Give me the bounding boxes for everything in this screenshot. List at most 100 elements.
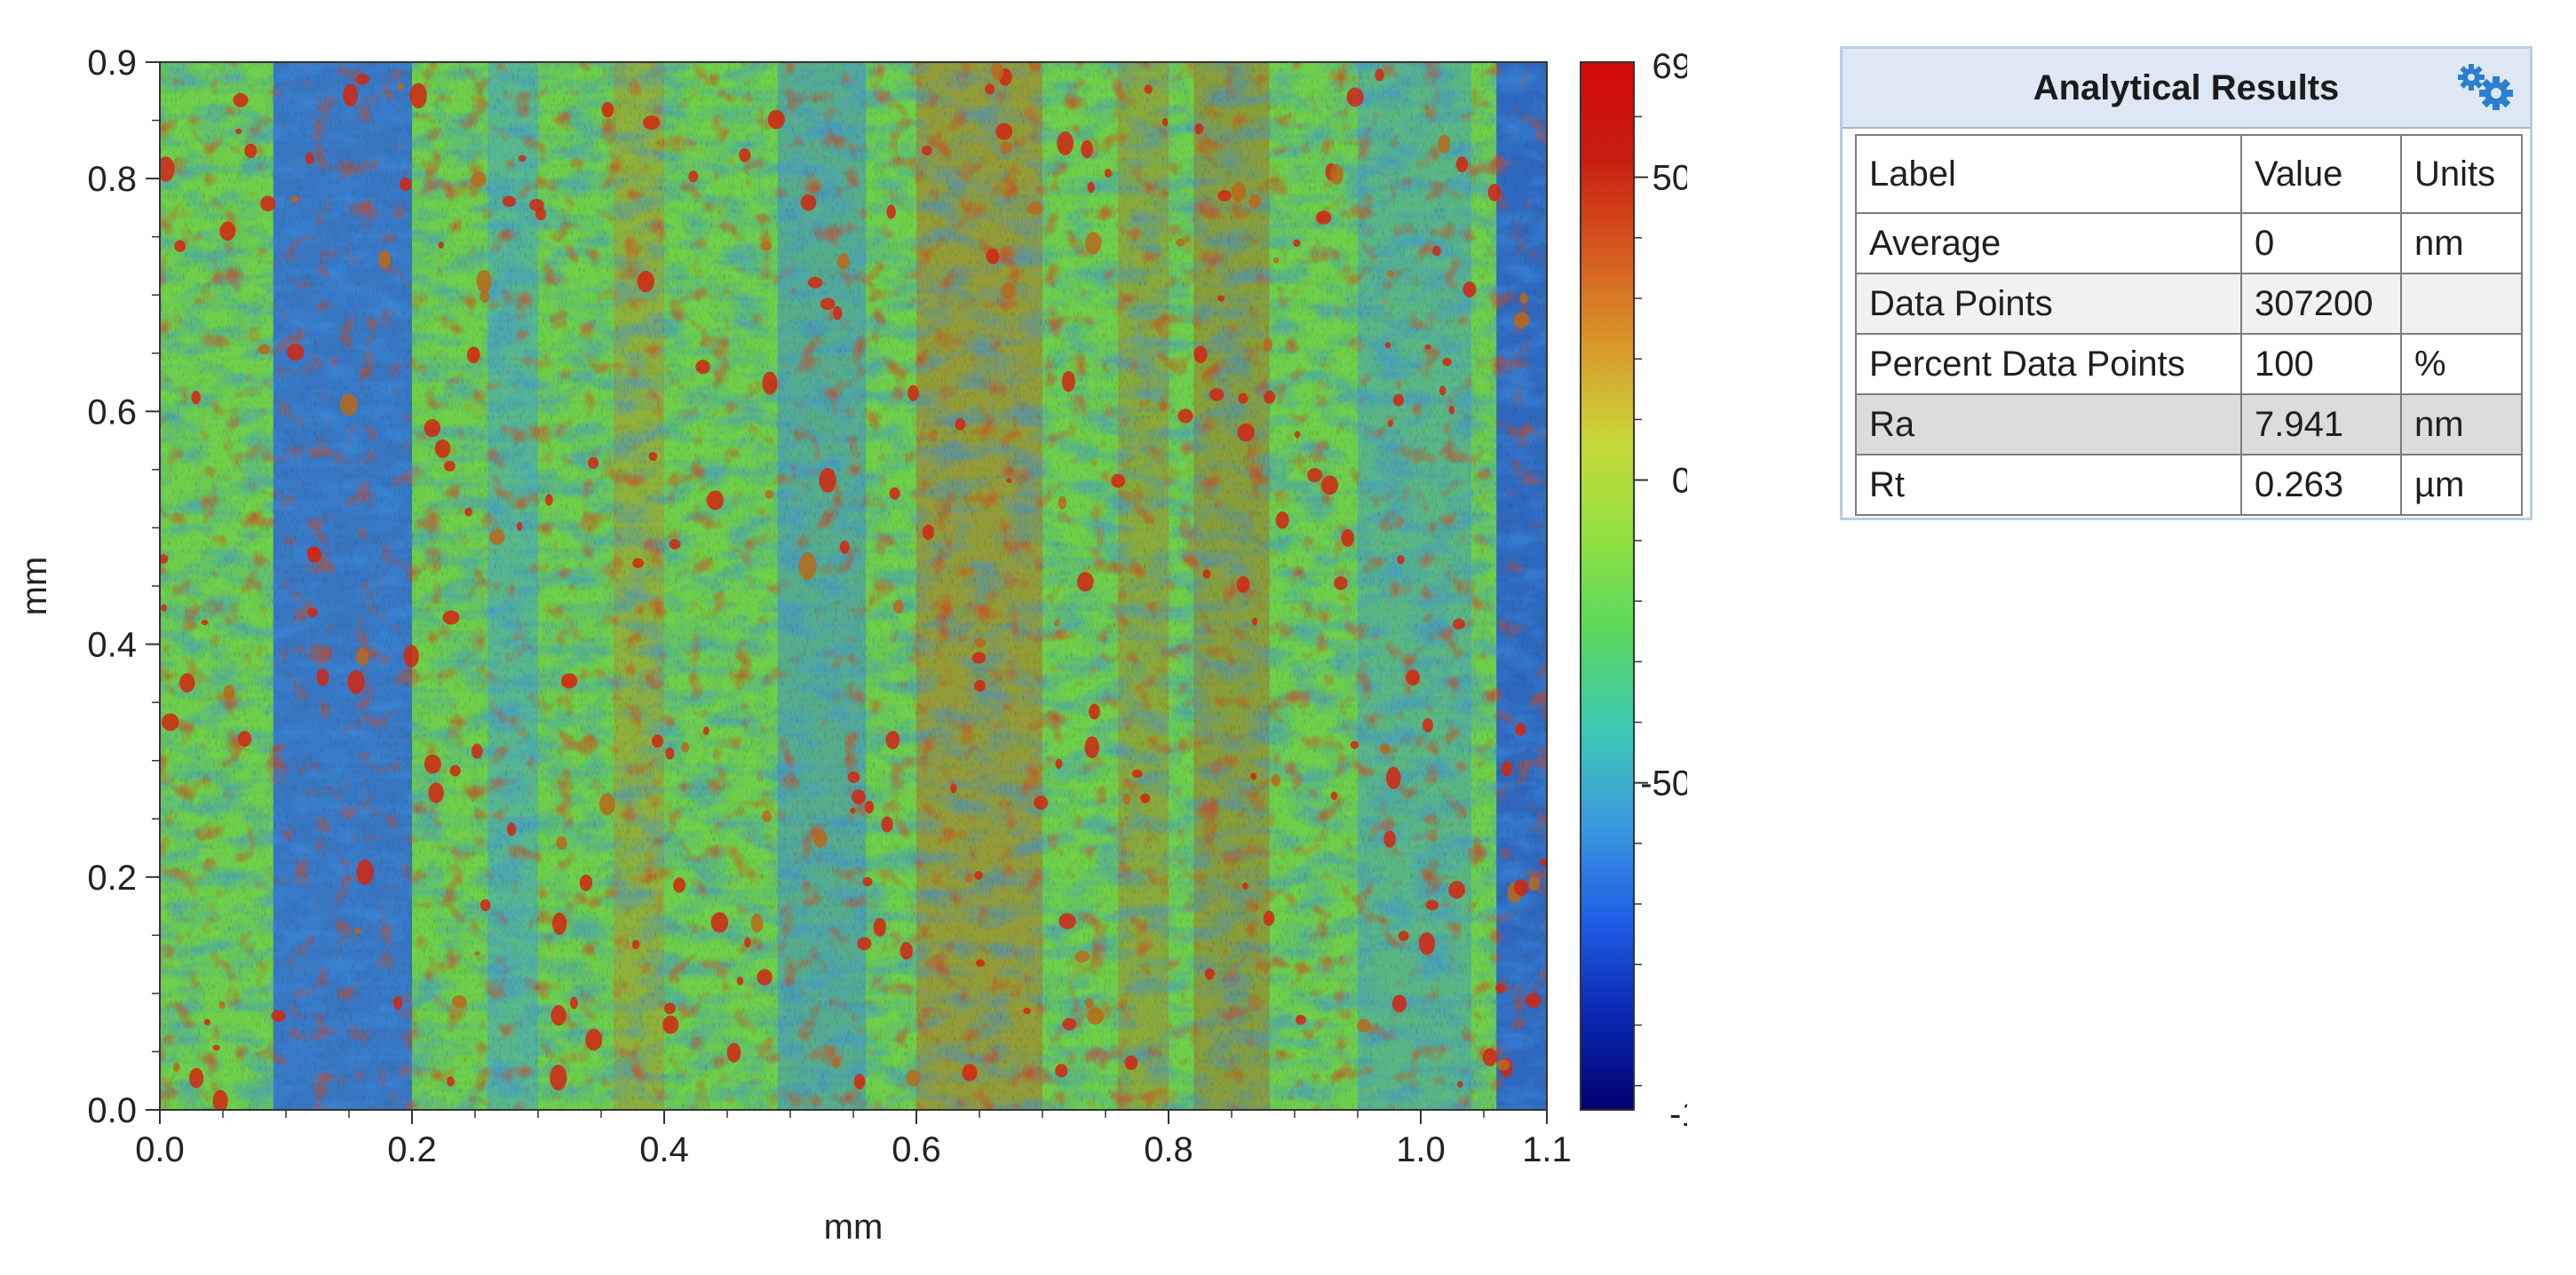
- colorbar-gradient: [1580, 61, 1635, 1111]
- column-header-value[interactable]: Value: [2240, 134, 2402, 214]
- peak-spot: [260, 195, 276, 212]
- peak-spot: [885, 731, 900, 749]
- peak-spot: [1087, 1008, 1105, 1026]
- peak-spot: [1384, 341, 1391, 349]
- peak-spot: [1329, 163, 1343, 186]
- column-header-units[interactable]: Units: [2400, 134, 2523, 214]
- row-value: 7.941: [2240, 393, 2402, 455]
- peak-spot: [203, 1018, 211, 1026]
- peak-spot: [1085, 232, 1102, 255]
- row-label: Average: [1855, 212, 2242, 274]
- peak-spot: [1330, 791, 1338, 801]
- peak-spot: [985, 83, 995, 95]
- peak-spot: [518, 154, 527, 162]
- x-tick-label: 1.0: [1396, 1130, 1446, 1169]
- peak-spot: [434, 440, 451, 458]
- table-row[interactable]: Ra 7.941 nm: [1855, 393, 2523, 455]
- peak-spot: [1089, 703, 1100, 720]
- peak-spot: [1495, 983, 1506, 994]
- row-value: 100: [2240, 333, 2402, 395]
- peak-spot: [1539, 858, 1547, 867]
- peak-spot: [906, 1069, 921, 1087]
- peak-spot: [1131, 769, 1143, 779]
- peak-spot: [1202, 569, 1211, 579]
- peak-spot: [1294, 431, 1301, 439]
- colorbar-min-label: -104: [1669, 1095, 1687, 1134]
- peak-spot: [974, 870, 983, 880]
- peak-spot: [800, 194, 817, 211]
- peak-spot: [750, 914, 764, 933]
- y-axis: 0.0 0.2 0.4 0.6 0.8 0.9: [87, 44, 160, 1130]
- row-units: nm: [2400, 212, 2523, 274]
- peak-spot: [1034, 796, 1049, 810]
- colorbar-max-label: 69: [1653, 47, 1688, 86]
- peak-spot: [851, 789, 866, 804]
- peak-spot: [1263, 337, 1273, 352]
- x-tick-label: 0.8: [1144, 1130, 1193, 1169]
- peak-spot: [340, 393, 358, 416]
- peak-spot: [862, 876, 873, 887]
- peak-spot: [237, 731, 252, 747]
- peak-spot: [474, 951, 480, 956]
- peak-spot: [466, 346, 480, 364]
- peak-spot: [1295, 1015, 1306, 1025]
- peak-spot: [1424, 344, 1431, 350]
- peak-spot: [1217, 295, 1225, 302]
- peak-spot: [556, 835, 567, 850]
- peak-spot: [307, 607, 318, 618]
- row-value: 0: [2240, 212, 2402, 274]
- peak-spot: [517, 521, 523, 531]
- peak-spot: [1238, 392, 1248, 404]
- peak-spot: [1397, 555, 1405, 565]
- peak-spot: [1006, 478, 1012, 483]
- peak-spot: [850, 807, 856, 814]
- column-header-label[interactable]: Label: [1855, 134, 2242, 214]
- peak-spot: [189, 1067, 204, 1089]
- peak-spot: [999, 141, 1012, 154]
- table-row[interactable]: Average 0 nm: [1855, 212, 2523, 274]
- peak-spot: [744, 937, 751, 948]
- peak-spot: [489, 528, 505, 545]
- peak-spot: [853, 1073, 866, 1089]
- peak-spot: [160, 604, 168, 612]
- peak-spot: [290, 195, 298, 202]
- peak-spot: [1236, 575, 1250, 593]
- peak-spot: [550, 1065, 567, 1091]
- peak-spot: [356, 859, 374, 885]
- gears-icon[interactable]: [2448, 58, 2519, 115]
- y-tick-label: 0.0: [87, 1091, 137, 1130]
- peak-spot: [1237, 423, 1255, 442]
- peak-spot: [1432, 245, 1441, 257]
- peak-spot: [1455, 156, 1469, 173]
- table-row[interactable]: Data Points 307200: [1855, 273, 2523, 335]
- peak-spot: [1140, 793, 1151, 804]
- peak-spot: [1264, 390, 1275, 404]
- peak-spot: [673, 877, 686, 893]
- peak-spot: [1448, 881, 1466, 899]
- peak-spot: [726, 1042, 741, 1063]
- table-row[interactable]: Rt 0.263 µm: [1855, 454, 2523, 516]
- peak-spot: [506, 822, 517, 836]
- x-tick-label: 1.1: [1522, 1130, 1572, 1169]
- y-tick-label: 0.2: [87, 859, 137, 898]
- peak-spot: [1028, 62, 1041, 72]
- peak-spot: [535, 207, 547, 221]
- peak-spot: [971, 652, 987, 664]
- peak-spot: [1357, 1018, 1371, 1033]
- peak-spot: [1406, 669, 1420, 686]
- peak-spot: [428, 782, 444, 804]
- peak-spot: [1058, 495, 1067, 510]
- peak-spot: [191, 391, 201, 405]
- peak-spot: [706, 490, 725, 511]
- peak-spot: [1439, 385, 1447, 396]
- peak-spot: [798, 552, 817, 581]
- peak-spot: [1027, 202, 1043, 216]
- peak-spot: [464, 507, 473, 517]
- peak-spot: [476, 269, 492, 293]
- peak-spot: [962, 1064, 978, 1081]
- peak-spot: [886, 204, 896, 219]
- table-row[interactable]: Percent Data Points 100 %: [1855, 333, 2523, 395]
- peak-spot: [598, 793, 615, 816]
- peak-spot: [160, 156, 175, 182]
- peak-spot: [1293, 239, 1301, 248]
